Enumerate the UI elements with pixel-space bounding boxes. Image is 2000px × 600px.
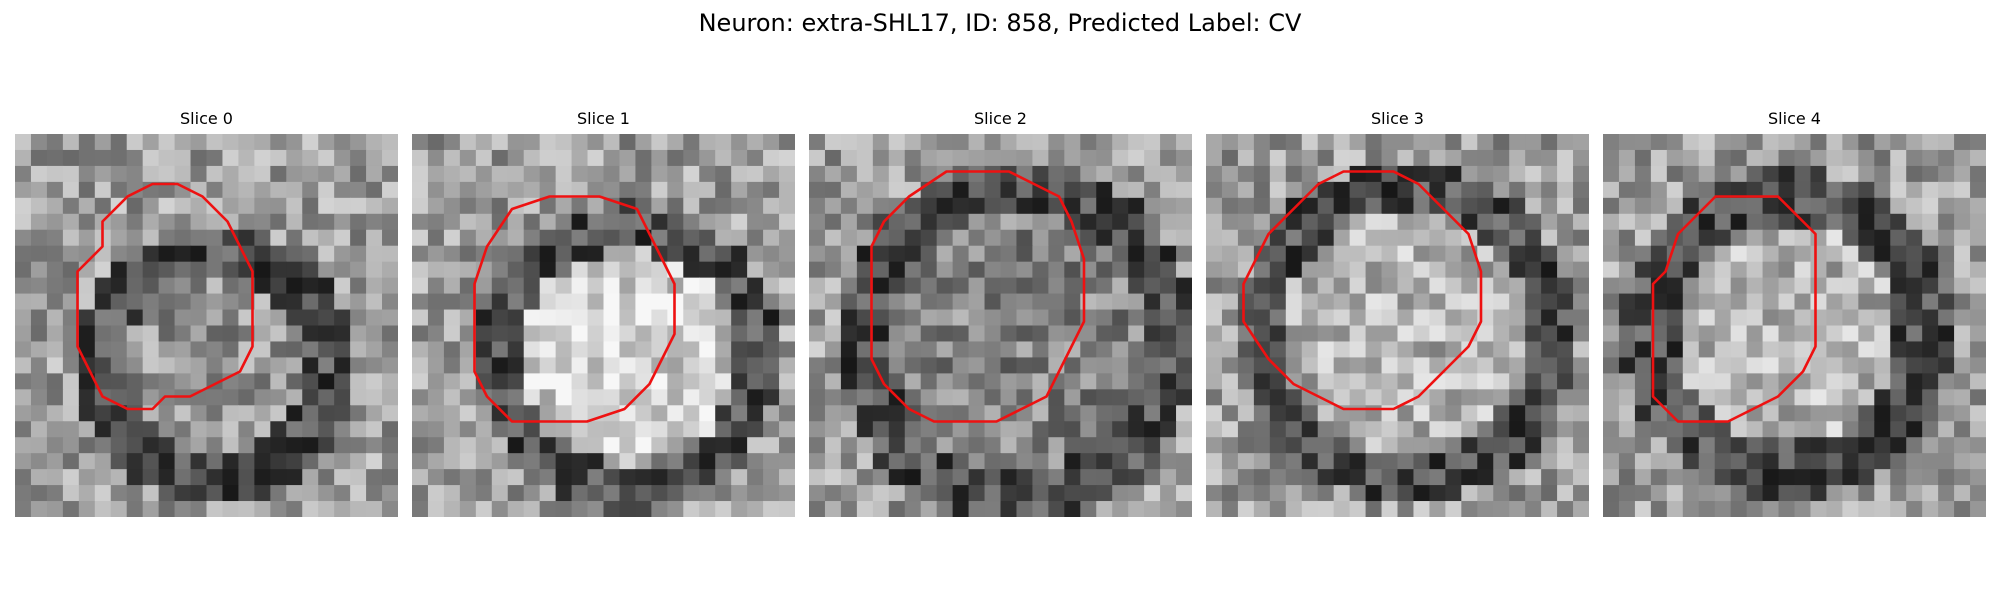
slice-title-1: Slice 1 (577, 109, 630, 128)
slice-image-4 (1603, 134, 1986, 517)
red-contour-4 (1651, 195, 1817, 423)
slice-image-3 (1206, 134, 1589, 517)
slice-image-2 (809, 134, 1192, 517)
slice-panel-1: Slice 1 (412, 108, 795, 517)
slice-image-0 (15, 134, 398, 517)
red-contour-3 (1242, 170, 1483, 411)
slice-title-4: Slice 4 (1768, 109, 1821, 128)
slice-title-2: Slice 2 (974, 109, 1027, 128)
red-contour-0 (76, 182, 254, 411)
slice-panel-0: Slice 0 (15, 108, 398, 517)
slice-panel-2: Slice 2 (809, 108, 1192, 517)
red-contour-1 (473, 195, 676, 423)
slice-image-1 (412, 134, 795, 517)
red-contour-2 (870, 170, 1086, 423)
slice-panel-3: Slice 3 (1206, 108, 1589, 517)
slice-panel-4: Slice 4 (1603, 108, 1986, 517)
slice-title-0: Slice 0 (180, 109, 233, 128)
slice-title-3: Slice 3 (1371, 109, 1424, 128)
figure-title: Neuron: extra-SHL17, ID: 858, Predicted … (698, 9, 1302, 37)
